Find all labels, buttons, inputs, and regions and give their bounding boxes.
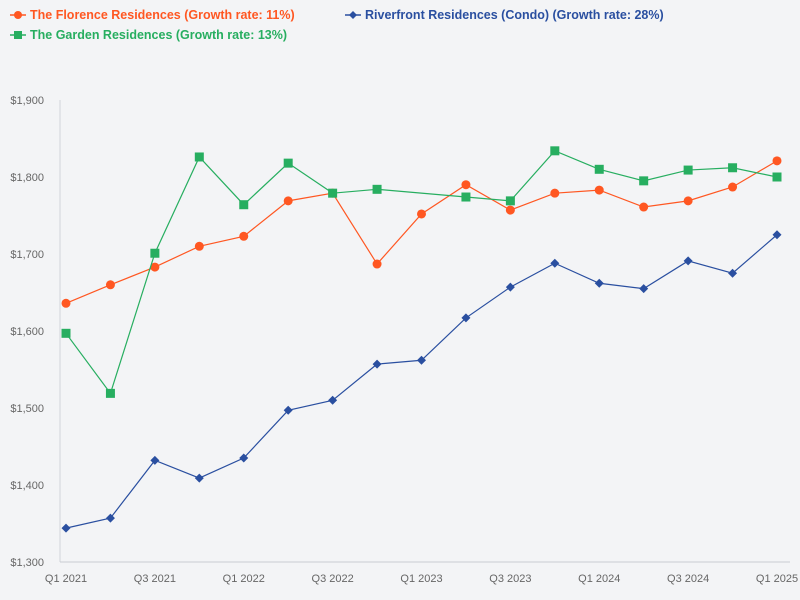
data-point — [772, 172, 782, 182]
data-point — [772, 230, 782, 240]
data-point — [728, 163, 738, 173]
legend-item-florence[interactable]: The Florence Residences (Growth rate: 11… — [10, 8, 295, 22]
data-point — [105, 280, 115, 290]
x-tick-label: Q3 2024 — [667, 573, 709, 585]
data-point — [683, 165, 693, 175]
legend-label: The Florence Residences (Growth rate: 11… — [30, 8, 295, 22]
x-tick-label: Q3 2022 — [312, 573, 354, 585]
x-tick-label: Q1 2025 — [756, 573, 798, 585]
data-point — [61, 328, 71, 338]
data-point — [461, 180, 471, 190]
data-point — [239, 453, 249, 463]
legend-label: The Garden Residences (Growth rate: 13%) — [30, 28, 288, 42]
y-tick-label: $1,700 — [10, 249, 44, 261]
y-tick-label: $1,600 — [10, 326, 44, 338]
data-point — [639, 284, 649, 294]
circle-marker-icon — [10, 11, 26, 19]
data-point — [150, 455, 160, 465]
data-point — [372, 184, 382, 194]
legend-item-riverfront[interactable]: Riverfront Residences (Condo) (Growth ra… — [345, 8, 664, 22]
data-point — [639, 202, 649, 212]
data-point — [417, 209, 426, 219]
data-point — [372, 359, 382, 369]
legend-label: Riverfront Residences (Condo) (Growth ra… — [365, 8, 664, 22]
y-tick-label: $1,900 — [10, 95, 44, 107]
data-point — [194, 152, 204, 162]
x-tick-label: Q1 2023 — [400, 573, 442, 585]
data-point — [194, 473, 204, 483]
data-point — [505, 282, 515, 292]
y-tick-label: $1,300 — [10, 557, 44, 569]
y-tick-label: $1,500 — [10, 403, 44, 415]
data-point — [328, 188, 338, 198]
legend-item-garden[interactable]: The Garden Residences (Growth rate: 13%) — [10, 28, 287, 42]
data-point — [239, 200, 249, 210]
data-point — [283, 196, 293, 206]
data-point — [505, 196, 515, 206]
diamond-marker-icon — [345, 11, 361, 19]
data-point — [550, 188, 560, 198]
x-tick-label: Q1 2022 — [223, 573, 265, 585]
y-tick-label: $1,400 — [10, 480, 44, 492]
data-point — [550, 258, 560, 268]
data-point — [61, 523, 71, 533]
data-point — [728, 268, 738, 278]
data-point — [328, 395, 338, 405]
series-line — [65, 234, 778, 529]
series-line — [65, 150, 778, 395]
square-marker-icon — [10, 31, 26, 39]
data-point — [283, 158, 293, 168]
data-point — [105, 388, 115, 398]
data-point — [283, 405, 293, 415]
data-point — [683, 196, 693, 206]
series-line — [65, 160, 778, 304]
data-point — [550, 146, 560, 156]
data-point — [105, 513, 115, 523]
data-point — [594, 278, 604, 288]
data-point — [683, 256, 693, 266]
data-point — [61, 298, 71, 308]
data-point — [150, 248, 160, 258]
data-point — [194, 241, 204, 251]
data-point — [150, 262, 160, 272]
data-point — [239, 231, 249, 241]
data-point — [594, 164, 604, 174]
data-point — [417, 355, 426, 365]
data-point — [728, 182, 738, 192]
data-point — [461, 192, 471, 202]
x-tick-label: Q3 2023 — [489, 573, 531, 585]
x-tick-label: Q1 2024 — [578, 573, 620, 585]
x-tick-label: Q3 2021 — [134, 573, 176, 585]
data-point — [372, 259, 382, 269]
data-point — [461, 313, 471, 323]
data-point — [594, 185, 604, 195]
data-point — [772, 156, 782, 166]
data-point — [639, 176, 649, 186]
y-tick-label: $1,800 — [10, 172, 44, 184]
x-tick-label: Q1 2021 — [45, 573, 87, 585]
data-point — [505, 205, 515, 215]
